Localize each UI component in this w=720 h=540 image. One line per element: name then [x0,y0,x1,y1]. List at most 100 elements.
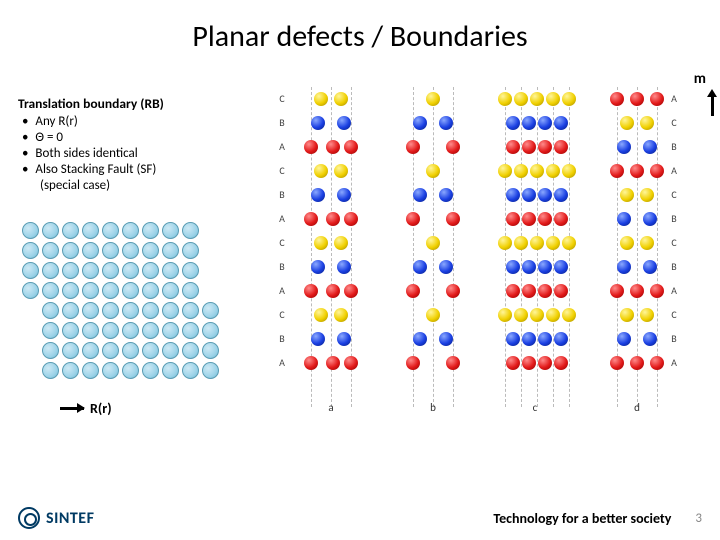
grid-atom [62,222,79,239]
grid-atom [182,302,199,319]
grid-atom [102,242,119,259]
atom-A [610,284,624,298]
atom-B [643,332,657,346]
grid-atom [42,342,59,359]
grid-atom [62,342,79,359]
footer-tagline: Technology for a better society [493,510,671,527]
atom-B [337,188,351,202]
atom-C [620,236,634,250]
grid-atom [102,222,119,239]
atom-C [426,236,440,250]
layer-label: B [276,332,288,345]
atom-A [406,284,420,298]
atom-B [439,188,453,202]
grid-atom [162,362,179,379]
grid-atom [62,322,79,339]
layer-label: A [276,140,288,153]
grid-atom [162,302,179,319]
grid-atom [82,342,99,359]
layer-label: C [276,308,288,321]
grid-atom [22,282,39,299]
atom-A [650,284,664,298]
atom-C [314,236,328,250]
atom-C [546,92,560,106]
atom-B [413,332,427,346]
grid-atom [142,262,159,279]
atom-B [337,116,351,130]
grid-atom [102,342,119,359]
grid-atom [162,322,179,339]
arrow-text: R(r) [90,400,112,417]
atom-C [562,164,576,178]
layer-label: C [668,308,680,321]
atom-C [514,308,528,322]
atom-A [630,356,644,370]
grid-atom [122,282,139,299]
atom-C [546,164,560,178]
atom-C [530,308,544,322]
atom-A [650,92,664,106]
grid-atom [142,342,159,359]
stack-column-b: b [392,82,474,412]
grid-atom [42,282,59,299]
layer-label: B [668,260,680,273]
atom-A [326,140,340,154]
atom-A [630,164,644,178]
atom-C [314,92,328,106]
atom-C [562,308,576,322]
atom-A [650,164,664,178]
grid-atom [42,302,59,319]
grid-row [40,300,220,320]
grid-atom [182,342,199,359]
stack-column-d: ACBACBCBACBAd [596,82,678,412]
grid-atom [142,322,159,339]
atom-B [522,332,536,346]
layer-label: A [276,356,288,369]
column-foot-label: c [494,401,576,414]
atom-B [554,260,568,274]
atom-grid-diagram [20,220,220,380]
atom-A [610,92,624,106]
atom-B [538,116,552,130]
layer-label: A [668,284,680,297]
grid-atom [202,362,219,379]
logo-icon [18,507,40,529]
atom-B [617,260,631,274]
atom-B [538,188,552,202]
grid-atom [162,282,179,299]
atom-C [620,116,634,130]
atom-A [522,356,536,370]
grid-atom [82,242,99,259]
layer-label: C [668,188,680,201]
grid-atom [102,282,119,299]
atom-B [506,260,520,274]
atom-B [617,140,631,154]
atom-B [643,212,657,226]
grid-atom [62,282,79,299]
atom-A [406,212,420,226]
atom-A [344,140,358,154]
atom-C [640,236,654,250]
atom-B [506,116,520,130]
layer-label: C [668,116,680,129]
atom-B [617,332,631,346]
atom-C [514,236,528,250]
atom-A [630,92,644,106]
sintef-logo: SINTEF [18,507,94,529]
atom-C [530,164,544,178]
grid-atom [142,282,159,299]
layer-label: A [276,284,288,297]
atom-A [344,284,358,298]
atom-C [620,188,634,202]
atom-C [562,92,576,106]
atom-A [630,284,644,298]
grid-atom [182,362,199,379]
column-foot-label: b [392,401,474,414]
atom-B [311,260,325,274]
atom-A [326,212,340,226]
atom-C [530,92,544,106]
atom-C [314,164,328,178]
atom-A [554,212,568,226]
atom-A [344,212,358,226]
grid-row [20,220,220,240]
